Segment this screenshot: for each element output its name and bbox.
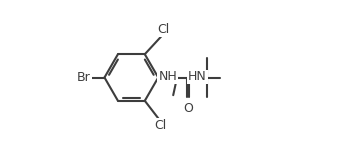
Text: Br: Br xyxy=(76,71,90,84)
Text: Cl: Cl xyxy=(154,119,167,132)
Text: O: O xyxy=(183,102,193,115)
Text: NH: NH xyxy=(158,70,177,83)
Text: Cl: Cl xyxy=(158,23,170,36)
Text: HN: HN xyxy=(188,70,207,83)
